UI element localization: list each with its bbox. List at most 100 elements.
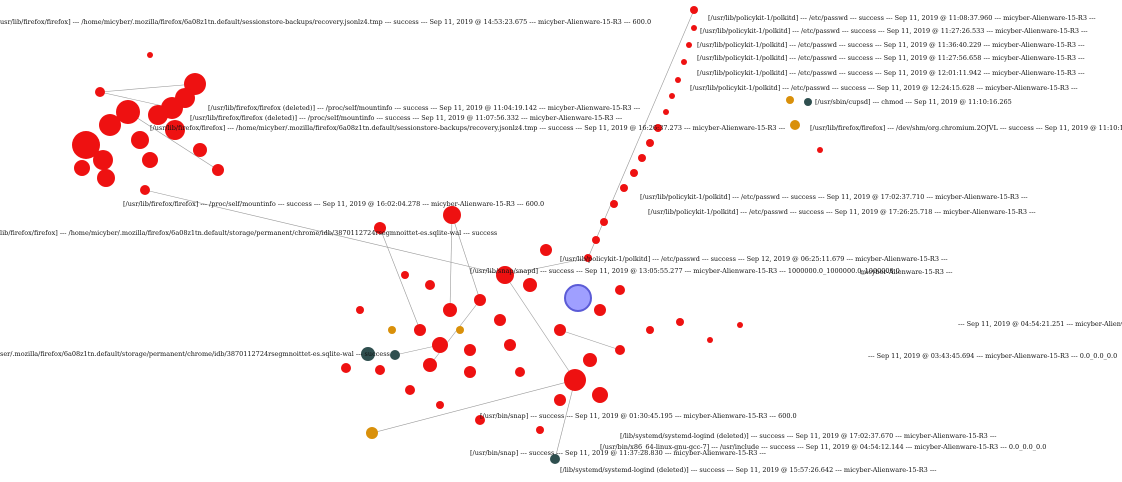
node xyxy=(405,385,415,395)
node xyxy=(540,244,552,256)
node xyxy=(630,169,638,177)
node xyxy=(600,218,608,226)
node-label: [/lib/systemd/systemd-logind (deleted)] … xyxy=(620,432,996,440)
node-label: [/usr/lib/snap/snapd] --- success --- Se… xyxy=(470,267,900,275)
node xyxy=(523,278,537,292)
node xyxy=(401,271,409,279)
node xyxy=(707,337,713,343)
node-label: [/usr/bin/snap] --- success --- Sep 11, … xyxy=(480,412,797,420)
node xyxy=(550,454,560,464)
node-label: [/usr/lib/policykit-1/polkitd] --- /etc/… xyxy=(690,84,1078,92)
node xyxy=(464,344,476,356)
node-label: usr/lib/firefox/firefox] --- /home/micyb… xyxy=(0,18,651,26)
node xyxy=(193,143,207,157)
node xyxy=(97,169,115,187)
node-label: ser/.mozilla/firefox/6a08z1tn.default/st… xyxy=(0,350,390,358)
node xyxy=(676,318,684,326)
node-label: [/usr/lib/firefox/firefox] --- /home/mic… xyxy=(150,124,785,132)
node xyxy=(432,337,448,353)
node-label: [/usr/lib/policykit-1/polkitd] --- /etc/… xyxy=(697,54,1085,62)
node xyxy=(99,114,121,136)
node xyxy=(74,160,90,176)
node xyxy=(361,347,375,361)
node xyxy=(131,131,149,149)
node xyxy=(817,147,823,153)
node xyxy=(786,96,794,104)
node-label: [/lib/systemd/systemd-logind (deleted)] … xyxy=(560,466,936,474)
highlight-node xyxy=(564,284,592,312)
node xyxy=(620,184,628,192)
node xyxy=(515,367,525,377)
node xyxy=(583,353,597,367)
node xyxy=(436,401,444,409)
edge xyxy=(451,214,481,301)
node xyxy=(341,363,351,373)
node xyxy=(423,358,437,372)
node-label: [/usr/lib/firefox/firefox] --- /dev/shm/… xyxy=(810,124,1122,132)
node-label: lib/firefox/firefox] --- /home/micyber/.… xyxy=(0,229,497,237)
node xyxy=(140,185,150,195)
node xyxy=(504,339,516,351)
node xyxy=(675,77,681,83)
node xyxy=(594,304,606,316)
node xyxy=(584,254,592,262)
edge xyxy=(587,9,695,259)
edge xyxy=(554,379,576,460)
node xyxy=(592,387,608,403)
edge xyxy=(429,299,481,366)
edge xyxy=(371,379,576,434)
node-label: --- Sep 11, 2019 @ 03:43:45.694 --- micy… xyxy=(868,352,1117,360)
node xyxy=(475,415,485,425)
node xyxy=(93,150,113,170)
node xyxy=(165,120,185,140)
node xyxy=(72,131,100,159)
node xyxy=(366,427,378,439)
node xyxy=(691,25,697,31)
node-label: [/usr/lib/firefox/firefox (deleted)] ---… xyxy=(208,104,640,112)
node-label: [/usr/lib/firefox/firefox (deleted)] ---… xyxy=(190,114,622,122)
node xyxy=(592,236,600,244)
node xyxy=(148,105,168,125)
node xyxy=(804,98,812,106)
edge xyxy=(559,329,621,351)
node-label: [/usr/lib/policykit-1/polkitd] --- /etc/… xyxy=(700,27,1088,35)
edge xyxy=(379,227,421,331)
node xyxy=(456,326,464,334)
node xyxy=(663,109,669,115)
node-label: [/usr/lib/policykit-1/polkitd] --- /etc/… xyxy=(697,41,1085,49)
node xyxy=(414,324,426,336)
node xyxy=(374,222,386,234)
node-label: [/usr/lib/policykit-1/polkitd] --- /etc/… xyxy=(708,14,1096,22)
node xyxy=(615,285,625,295)
edge xyxy=(504,257,589,276)
node xyxy=(638,154,646,162)
node xyxy=(388,326,396,334)
edge xyxy=(127,111,219,171)
node xyxy=(669,93,675,99)
node xyxy=(681,59,687,65)
node-label: [/usr/bin/x86_64-linux-gnu-gcc-7] --- /u… xyxy=(600,443,1046,451)
node xyxy=(390,350,400,360)
node-label: [/usr/sbin/cupsd] --- chmod --- Sep 11, … xyxy=(815,98,1012,106)
node xyxy=(464,366,476,378)
node xyxy=(554,394,566,406)
node xyxy=(494,314,506,326)
node xyxy=(147,52,153,58)
node xyxy=(536,426,544,434)
nodes xyxy=(72,6,823,464)
edges xyxy=(99,9,695,460)
node xyxy=(425,280,435,290)
node xyxy=(690,6,698,14)
node-label: [/usr/bin/snap] --- success --- Sep 11, … xyxy=(470,449,766,457)
node xyxy=(610,200,618,208)
node xyxy=(443,303,457,317)
node xyxy=(654,124,662,132)
node xyxy=(564,369,586,391)
node-label: micyber-Alienware-15-R3 --- xyxy=(860,268,953,276)
node-label: [/usr/lib/policykit-1/polkitd] --- /etc/… xyxy=(560,255,948,263)
node xyxy=(116,100,140,124)
node-label: [/usr/lib/policykit-1/polkitd] --- /etc/… xyxy=(648,208,1036,216)
node xyxy=(646,139,654,147)
